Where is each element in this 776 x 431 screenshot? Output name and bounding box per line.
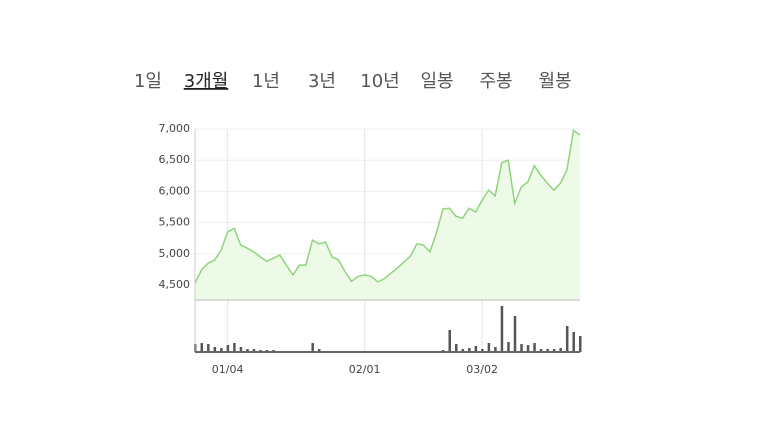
price-line	[194, 128, 581, 284]
volume-bar	[252, 349, 256, 352]
period-tab[interactable]: 3개월	[184, 71, 229, 92]
y-tick-label: 4,500	[159, 278, 191, 291]
period-tab[interactable]: 월봉	[538, 71, 571, 92]
volume-bar	[572, 332, 575, 352]
volume-bar	[533, 343, 536, 352]
volume-bar	[481, 349, 484, 352]
period-tab[interactable]: 3년	[308, 71, 336, 92]
volume-bar	[565, 326, 569, 352]
volume-bar	[552, 349, 556, 352]
volume-bar	[233, 343, 236, 352]
period-tab[interactable]: 주봉	[479, 71, 512, 92]
volume-bar	[513, 316, 517, 352]
volume-bar	[461, 349, 465, 352]
volume-bar	[455, 344, 458, 352]
volume-bar	[507, 342, 510, 352]
period-tab[interactable]: 10년	[360, 71, 399, 92]
volume-bar	[448, 330, 451, 352]
period-tab[interactable]: 1일	[134, 71, 162, 92]
volume-bar	[226, 345, 230, 352]
volume-bar	[239, 347, 243, 352]
volume-bar	[474, 346, 478, 352]
period-tab[interactable]: 일봉	[420, 71, 453, 92]
volume-bar	[220, 348, 223, 352]
volume-bar	[200, 343, 204, 352]
volume-bar	[539, 349, 543, 352]
volume-bar	[487, 343, 491, 352]
volume-bar	[526, 345, 530, 352]
volume-bar	[213, 347, 217, 352]
period-tabs: 1일 3개월 1년 3년 10년 일봉 주봉 월봉	[134, 71, 572, 92]
y-tick-label: 7,000	[159, 122, 191, 135]
y-tick-label: 5,000	[159, 247, 191, 260]
volume-bar	[207, 344, 210, 352]
volume-bar	[520, 344, 523, 352]
volume-bar	[579, 336, 582, 352]
volume-bar	[546, 349, 549, 352]
y-tick-label: 6,000	[159, 184, 191, 197]
volume-bar	[311, 343, 314, 352]
x-tick-label: 03/02	[466, 363, 498, 376]
volume-bar	[559, 348, 562, 352]
x-tick-label: 02/01	[349, 363, 381, 376]
volume-bar	[500, 306, 504, 352]
volume-bar	[317, 349, 321, 352]
period-tab[interactable]: 1년	[252, 71, 280, 92]
price-area	[195, 130, 580, 300]
plot: 4,500 5,000 5,500 6,000 6,500 7,000 01/04 02/01…	[159, 122, 582, 376]
y-tick-label: 6,500	[159, 153, 191, 166]
volume-bar	[494, 347, 497, 352]
volume-bar	[468, 348, 471, 352]
y-tick-label: 5,500	[159, 216, 191, 229]
x-tick-label: 01/04	[212, 363, 244, 376]
volume-bar	[246, 349, 249, 352]
